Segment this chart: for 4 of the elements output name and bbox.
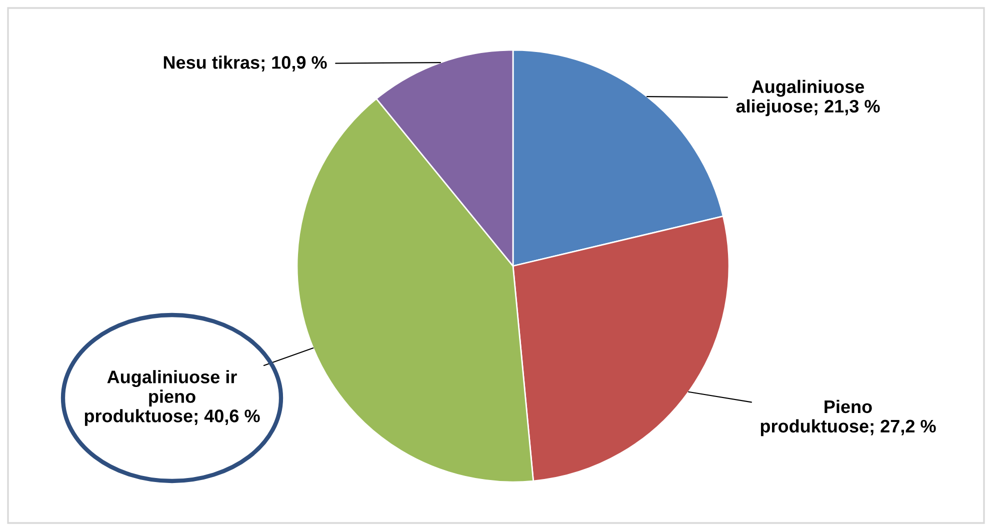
slice-label: Augaliniuose ir pieno produktuose; 40,6 % xyxy=(84,370,260,426)
slice-label: Pieno produktuose; 27,2 % xyxy=(760,400,936,436)
slice-label: Augaliniuose aliejuose; 21,3 % xyxy=(736,80,880,116)
slice-label: Nesu tikras; 10,9 % xyxy=(164,56,327,72)
